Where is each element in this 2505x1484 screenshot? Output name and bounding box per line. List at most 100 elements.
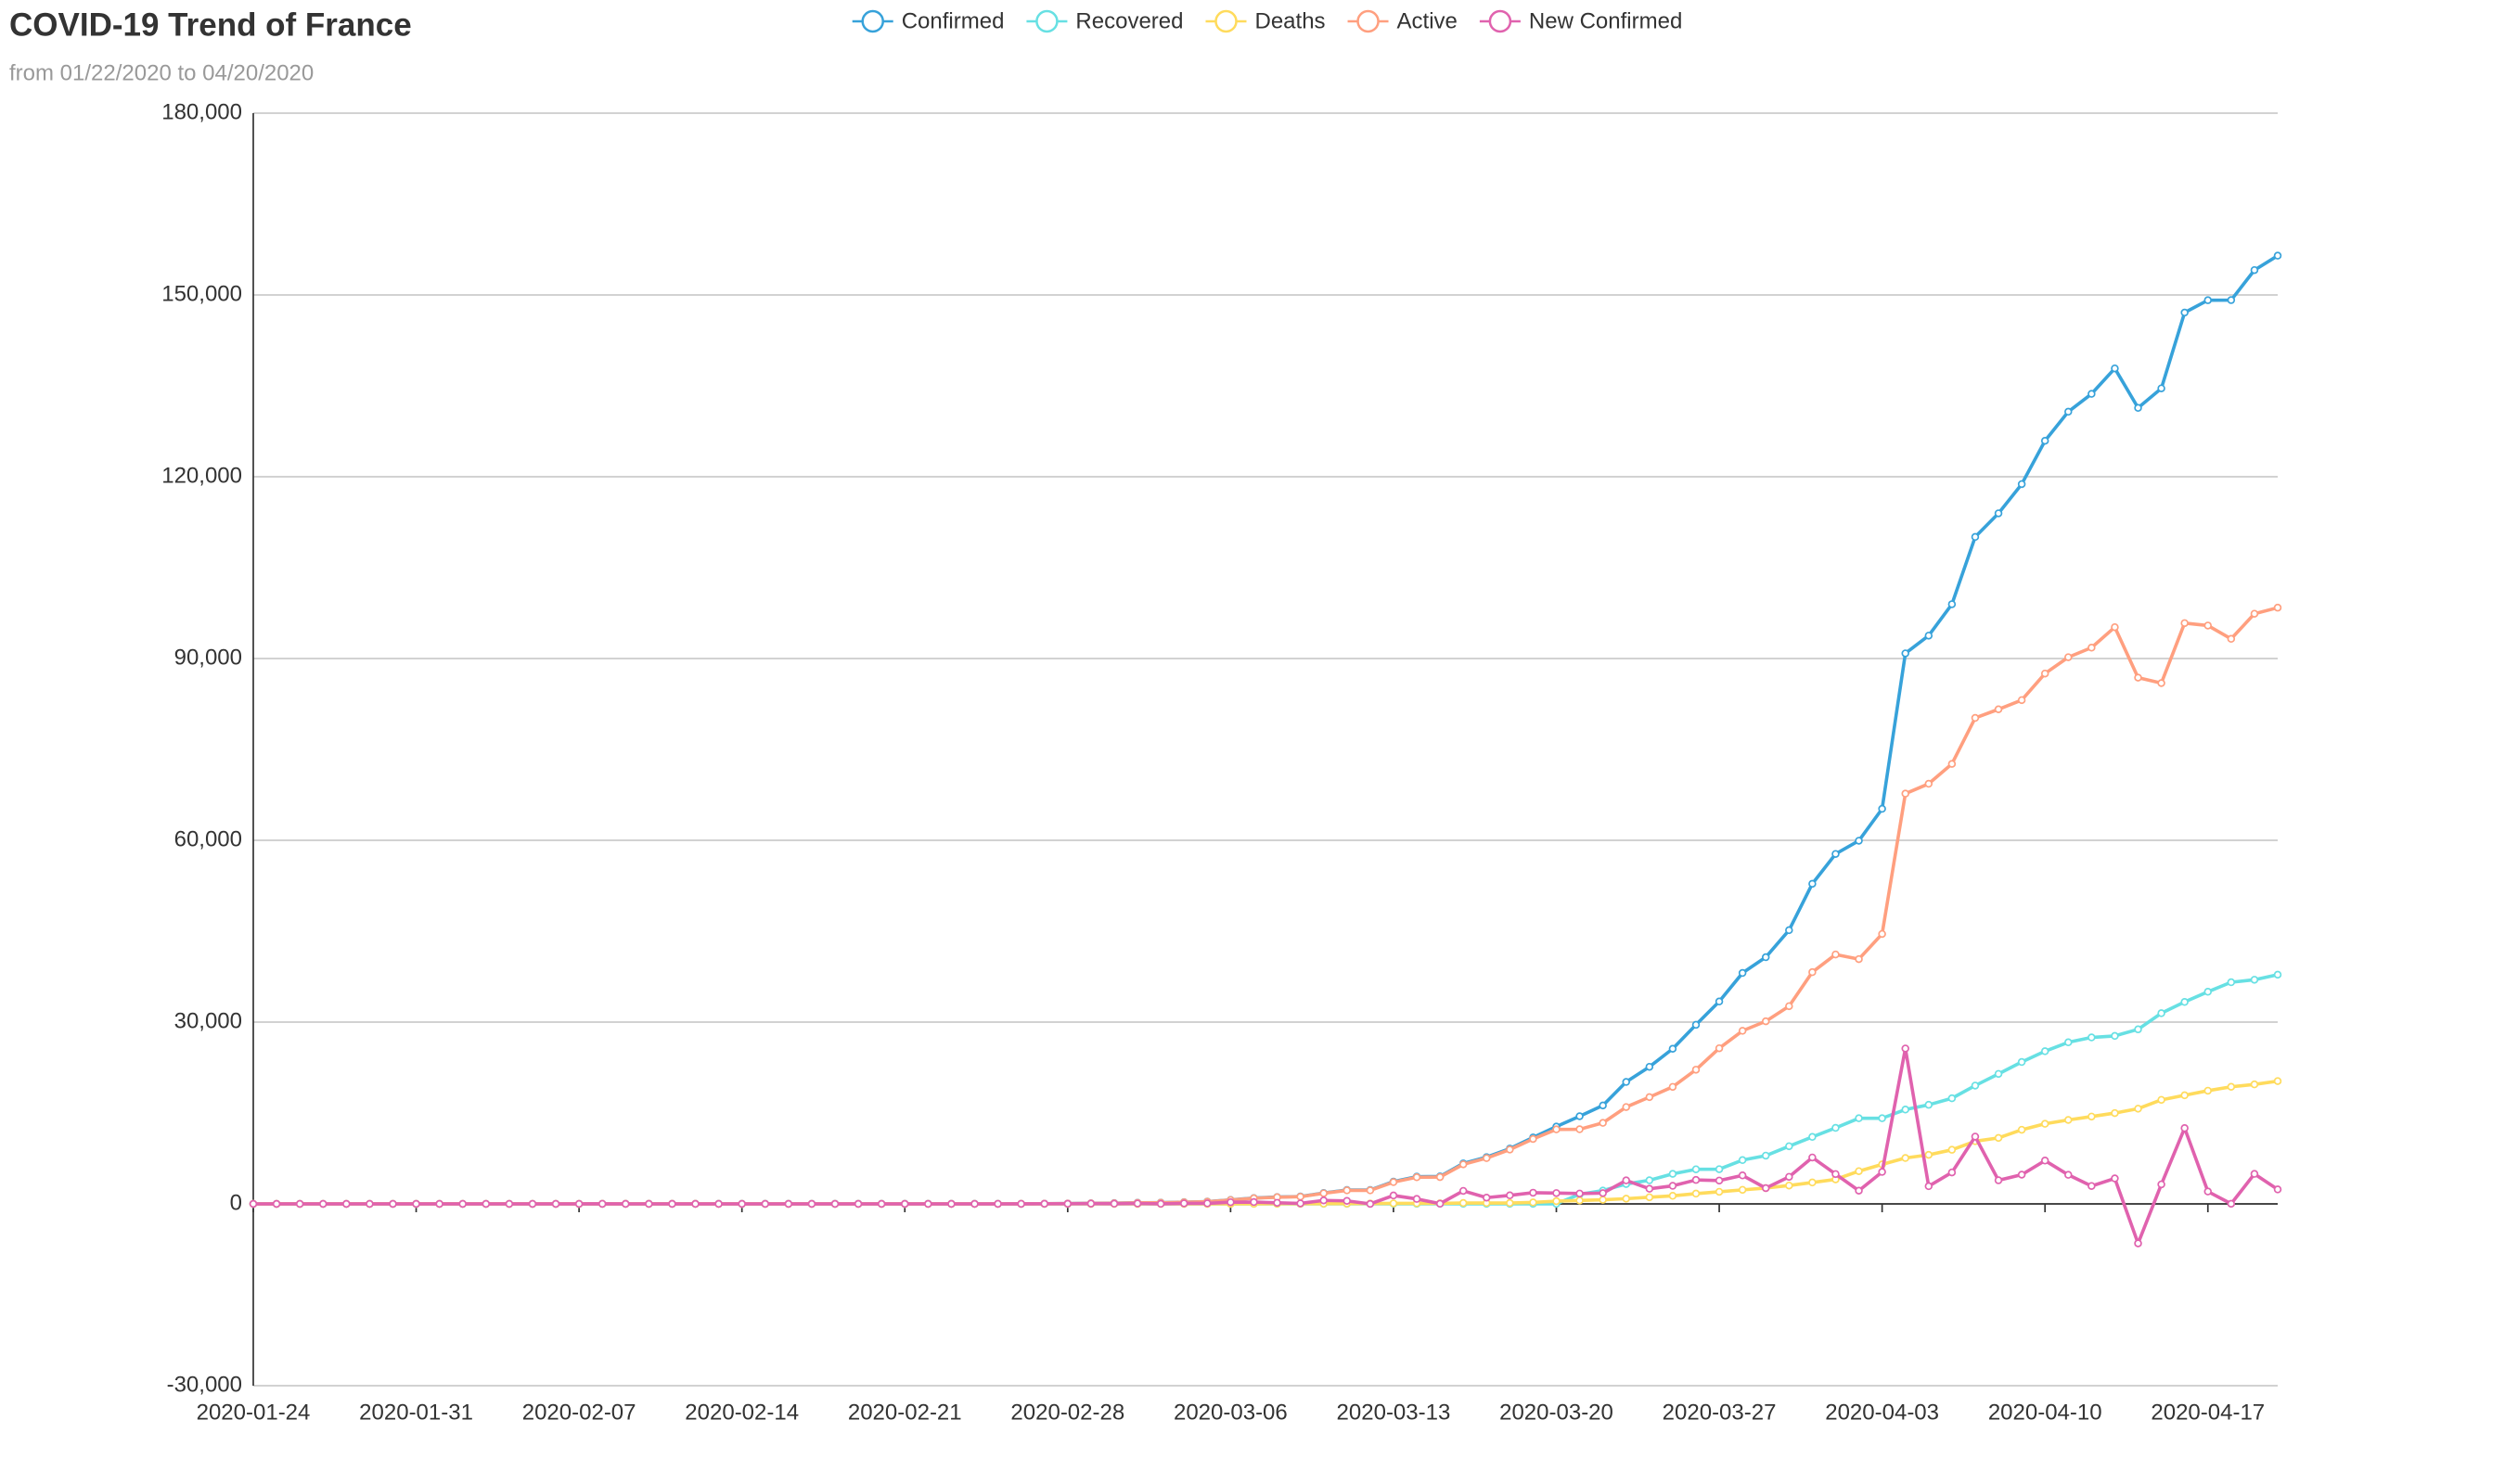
data-point — [2088, 1182, 2096, 1190]
data-point — [1901, 1106, 1909, 1114]
data-point — [1808, 1153, 1817, 1162]
data-point — [668, 1199, 676, 1209]
data-point — [901, 1199, 909, 1209]
data-point — [1691, 1189, 1701, 1198]
data-point — [1622, 1078, 1630, 1086]
data-point — [691, 1199, 700, 1209]
legend-symbol — [861, 9, 884, 33]
data-point — [1971, 1132, 1980, 1141]
data-point — [1366, 1199, 1375, 1209]
data-point — [1529, 1188, 1537, 1197]
y-tick-label: 0 — [230, 1190, 242, 1215]
data-point — [1738, 1027, 1747, 1035]
y-tick-label: 180,000 — [161, 99, 242, 124]
x-tick-label: 2020-02-14 — [685, 1400, 799, 1425]
data-point — [1924, 1150, 1933, 1159]
data-point — [1366, 1186, 1375, 1195]
legend-item: Active — [1347, 8, 1458, 33]
data-point — [1878, 929, 1886, 939]
data-point — [1458, 1198, 1468, 1208]
y-tick-label: 30,000 — [174, 1008, 242, 1033]
data-point — [1412, 1195, 1421, 1203]
data-point — [2273, 1077, 2282, 1085]
x-tick-label: 2020-04-03 — [1825, 1400, 1939, 1425]
data-point — [1645, 1093, 1654, 1102]
data-point — [2227, 1082, 2236, 1092]
data-point — [1458, 1160, 1468, 1169]
data-point — [2134, 1025, 2142, 1034]
data-point — [1552, 1189, 1561, 1197]
data-point — [2203, 296, 2213, 304]
data-point — [1855, 954, 1863, 964]
data-point — [2017, 480, 2026, 489]
data-point — [1622, 1103, 1630, 1111]
data-point — [1808, 967, 1817, 977]
data-point — [1040, 1199, 1048, 1209]
data-point — [1878, 804, 1886, 813]
data-point — [1738, 1171, 1747, 1180]
data-point — [1738, 1156, 1747, 1165]
data-point — [1808, 1132, 1817, 1142]
data-point — [2040, 669, 2049, 678]
data-point — [2250, 976, 2259, 984]
data-point — [1435, 1172, 1445, 1182]
data-point — [2250, 609, 2259, 618]
data-point — [1250, 1197, 1258, 1207]
data-point — [2088, 644, 2096, 652]
data-point — [2064, 1171, 2073, 1179]
data-point — [2064, 1038, 2073, 1047]
data-point — [1785, 926, 1793, 935]
legend-label: Active — [1397, 8, 1458, 33]
data-point — [1506, 1191, 1514, 1200]
legend: Confirmed Recovered Deaths Active New Confir… — [852, 8, 1682, 33]
data-point — [1715, 1043, 1724, 1053]
data-point — [1389, 1178, 1398, 1186]
data-point — [412, 1199, 420, 1209]
data-point — [1599, 1101, 1607, 1110]
data-point — [1785, 1002, 1793, 1011]
data-point — [1994, 1133, 2003, 1143]
data-point — [505, 1199, 514, 1209]
data-point — [622, 1199, 630, 1209]
data-point — [1273, 1198, 1281, 1208]
data-point — [1203, 1199, 1212, 1208]
data-point — [2203, 621, 2213, 630]
data-point — [2227, 634, 2236, 644]
data-point — [2157, 1095, 2165, 1105]
data-point — [2180, 619, 2189, 628]
y-tick-label: 150,000 — [161, 281, 242, 306]
data-point — [2180, 998, 2189, 1006]
data-point — [1599, 1196, 1607, 1204]
data-point — [1878, 1114, 1886, 1122]
data-point — [1389, 1191, 1398, 1200]
data-point — [1599, 1189, 1607, 1197]
x-tick-label: 2020-04-10 — [1988, 1400, 2102, 1425]
series-line — [252, 606, 2279, 1206]
legend-item: Confirmed — [852, 8, 1004, 33]
data-point — [2227, 296, 2236, 304]
data-point — [1017, 1199, 1025, 1209]
data-point — [1785, 1172, 1793, 1182]
data-point — [2227, 1199, 2236, 1209]
data-point — [2017, 696, 2026, 705]
data-point — [1668, 1182, 1677, 1190]
data-point — [2134, 1239, 2142, 1247]
legend-label: Recovered — [1075, 8, 1183, 33]
data-point — [1645, 1184, 1654, 1193]
data-point — [1575, 1196, 1584, 1205]
data-point — [2017, 1171, 2026, 1179]
data-point — [2273, 603, 2282, 612]
data-point — [1156, 1199, 1165, 1209]
data-point — [1878, 1168, 1886, 1176]
chart-subtitle: from 01/22/2020 to 04/20/2020 — [9, 60, 314, 85]
data-point — [2111, 364, 2119, 373]
data-point — [1761, 953, 1770, 962]
data-point — [2040, 1119, 2049, 1128]
data-point — [2250, 1170, 2259, 1178]
chart-title: COVID-19 Trend of France — [9, 6, 412, 43]
data-point — [1947, 1168, 1957, 1177]
x-tick-label: 2020-03-27 — [1663, 1400, 1777, 1425]
data-point — [1855, 837, 1863, 845]
